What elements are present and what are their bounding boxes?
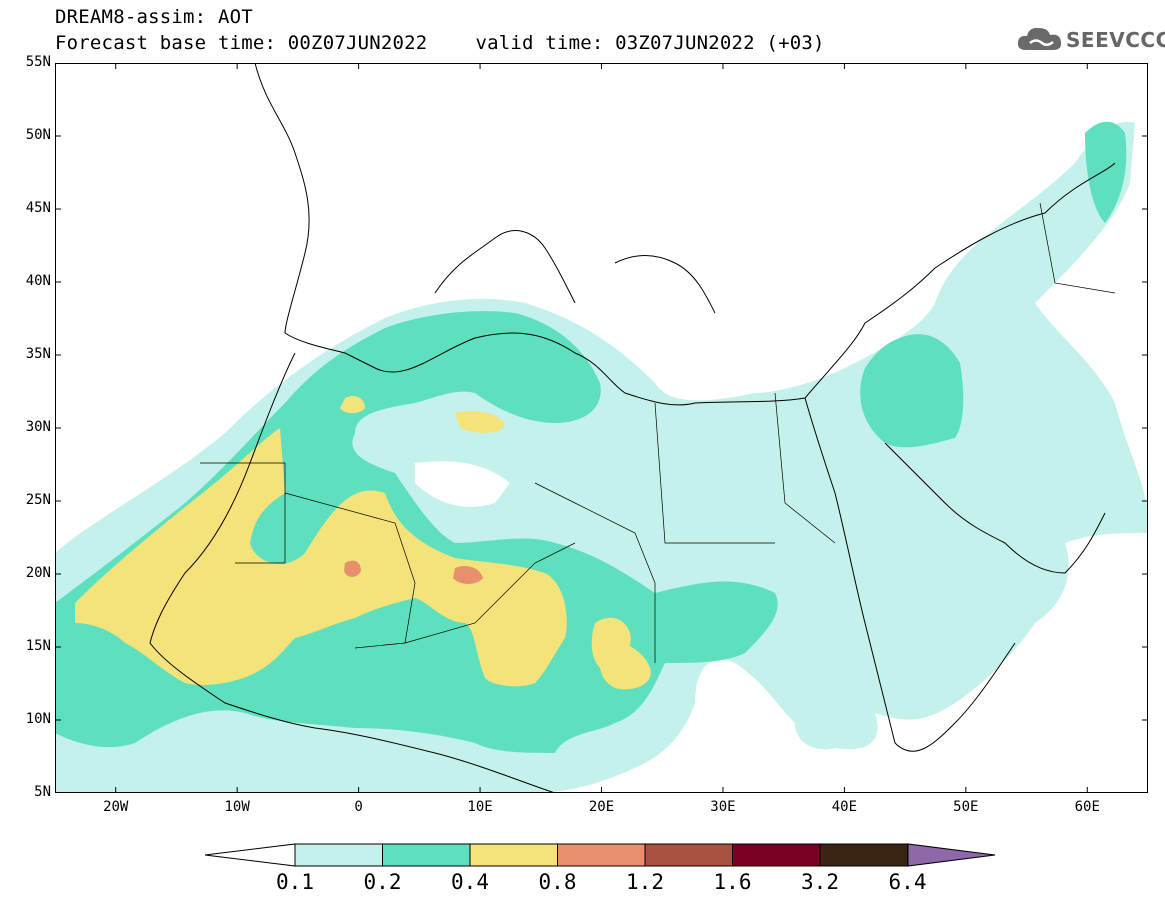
- colorbar-label-1.6: 1.6: [713, 870, 752, 894]
- colorbar-box-0.2: [382, 843, 471, 867]
- lat-label-15N: 15N: [25, 638, 51, 654]
- lat-label-25N: 25N: [25, 492, 51, 508]
- forecast-base-time: Forecast base time: 00Z07JUN2022: [55, 32, 428, 54]
- lat-label-5N: 5N: [34, 784, 51, 800]
- colorbar-label-0.4: 0.4: [451, 870, 489, 894]
- logo-text: SEEVCCC: [1066, 28, 1165, 52]
- country-borders: [200, 202, 1116, 663]
- colorbar-box-0.1: [294, 843, 383, 867]
- lat-label-20N: 20N: [25, 565, 51, 581]
- colorbar-boxes: [294, 843, 908, 867]
- lon-label-50E: 50E: [953, 799, 979, 815]
- aot-colorbar: [205, 843, 996, 867]
- lat-label-50N: 50N: [25, 127, 51, 143]
- aot-map: [55, 63, 1148, 793]
- cloud-icon: [1017, 27, 1062, 50]
- colorbar-label-6.4: 6.4: [888, 870, 927, 894]
- lon-label-40E: 40E: [831, 799, 858, 815]
- colorbar-box-3.2: [819, 843, 908, 867]
- aot-0.8-area: [344, 560, 483, 584]
- lat-label-30N: 30N: [25, 419, 51, 435]
- coastlines: [149, 63, 1116, 793]
- map-subtitle: Forecast base time: 00Z07JUN2022 valid ti…: [55, 32, 825, 54]
- colorbar-lower-arrow: [205, 843, 296, 867]
- colorbar-label-1.2: 1.2: [626, 870, 664, 894]
- lat-label-40N: 40N: [25, 273, 51, 289]
- lon-label-30E: 30E: [710, 799, 736, 815]
- colorbar-label-3.2: 3.2: [801, 870, 839, 894]
- lat-label-55N: 55N: [25, 54, 51, 70]
- lon-label-10W: 10W: [224, 799, 250, 815]
- colorbar-label-0.2: 0.2: [363, 870, 402, 894]
- colorbar-box-1.2: [644, 843, 733, 867]
- lon-label-0: 0: [354, 799, 363, 815]
- lat-label-45N: 45N: [25, 200, 51, 216]
- colorbar-box-0.8: [557, 843, 646, 867]
- colorbar-label-0.8: 0.8: [538, 870, 577, 894]
- map-title: DREAM8-assim: AOT: [55, 6, 253, 28]
- lon-label-10E: 10E: [467, 799, 493, 815]
- valid-time: valid time: 03Z07JUN2022 (+03): [475, 32, 825, 54]
- colorbar-upper-arrow: [907, 843, 996, 867]
- lon-label-20E: 20E: [588, 799, 615, 815]
- aot-0.4-area: [75, 396, 651, 690]
- colorbar-box-1.6: [732, 843, 821, 867]
- lat-label-10N: 10N: [25, 711, 51, 727]
- lon-label-60E: 60E: [1074, 799, 1100, 815]
- colorbar-box-0.4: [469, 843, 558, 867]
- axis-ticks: [55, 63, 1148, 793]
- lat-label-35N: 35N: [25, 346, 51, 362]
- lon-label-20W: 20W: [103, 799, 129, 815]
- seevccc-logo: SEEVCCC: [1016, 24, 1165, 56]
- colorbar-label-0.1: 0.1: [276, 870, 314, 894]
